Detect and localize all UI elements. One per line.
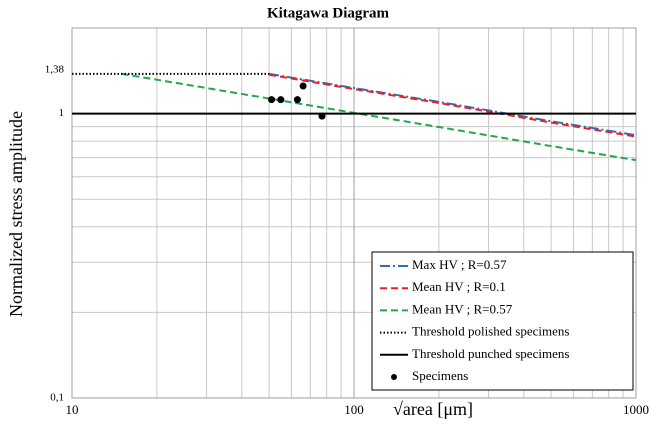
x-tick-label: 10 (66, 402, 79, 417)
y-axis-label: Normalized stress amplitude (6, 111, 26, 317)
plot-border (71, 27, 637, 399)
y-tick-label: 1 (59, 107, 65, 119)
legend-label: Threshold punched specimens (412, 346, 569, 361)
legend-label: Specimens (412, 368, 468, 383)
specimen-point (277, 96, 285, 104)
specimen-point (293, 96, 301, 104)
specimen-point (299, 82, 307, 90)
legend-label: Mean HV ; R=0.1 (412, 279, 506, 294)
y-tick-label: 1,38 (45, 63, 65, 75)
series-line (121, 72, 637, 162)
x-axis-label: √area [μm] (393, 399, 473, 419)
x-tick-label: 100 (344, 402, 364, 417)
x-tick-label: 1000 (623, 402, 649, 417)
y-tick-label: 0,1 (50, 392, 64, 404)
specimen-point (318, 112, 326, 120)
legend-label: Threshold polished specimens (412, 324, 569, 339)
legend-label: Mean HV ; R=0.57 (412, 301, 513, 316)
legend-label: Max HV ; R=0.57 (412, 257, 507, 272)
specimen-point (268, 96, 276, 104)
chart-title: Kitagawa Diagram (267, 5, 390, 21)
series-line (268, 73, 637, 138)
legend-marker (391, 374, 397, 380)
legend-box (371, 251, 634, 391)
